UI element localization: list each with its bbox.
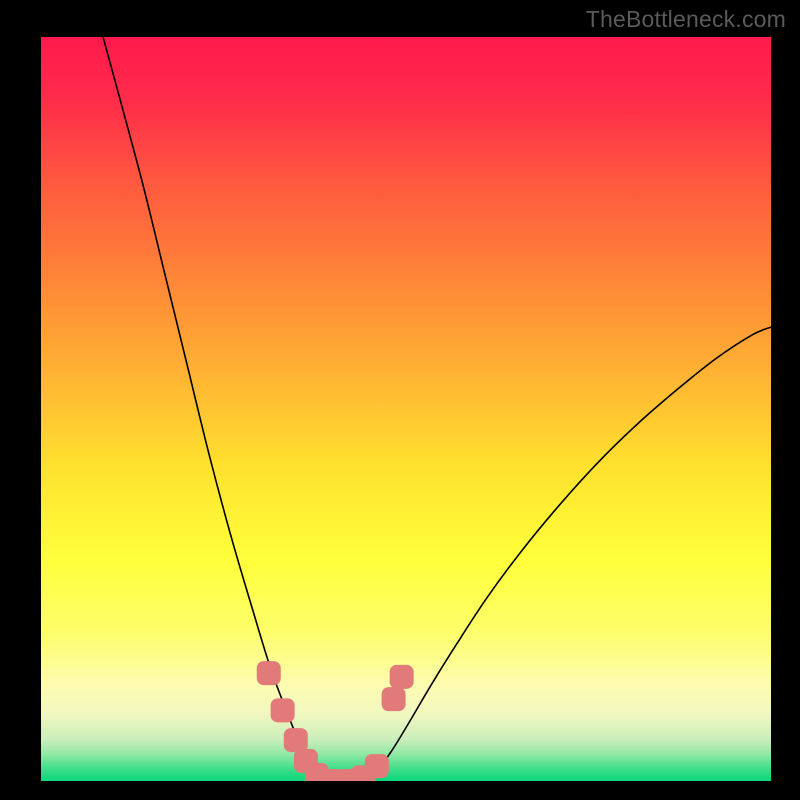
chart-root: TheBottleneck.com — [0, 0, 800, 800]
highlight-marker — [271, 698, 295, 722]
highlight-marker — [365, 754, 389, 778]
chart-svg — [0, 0, 800, 800]
watermark-text: TheBottleneck.com — [586, 6, 786, 33]
highlight-marker — [382, 687, 406, 711]
highlight-marker — [284, 728, 308, 752]
highlight-marker — [390, 665, 414, 689]
highlight-marker — [257, 661, 281, 685]
